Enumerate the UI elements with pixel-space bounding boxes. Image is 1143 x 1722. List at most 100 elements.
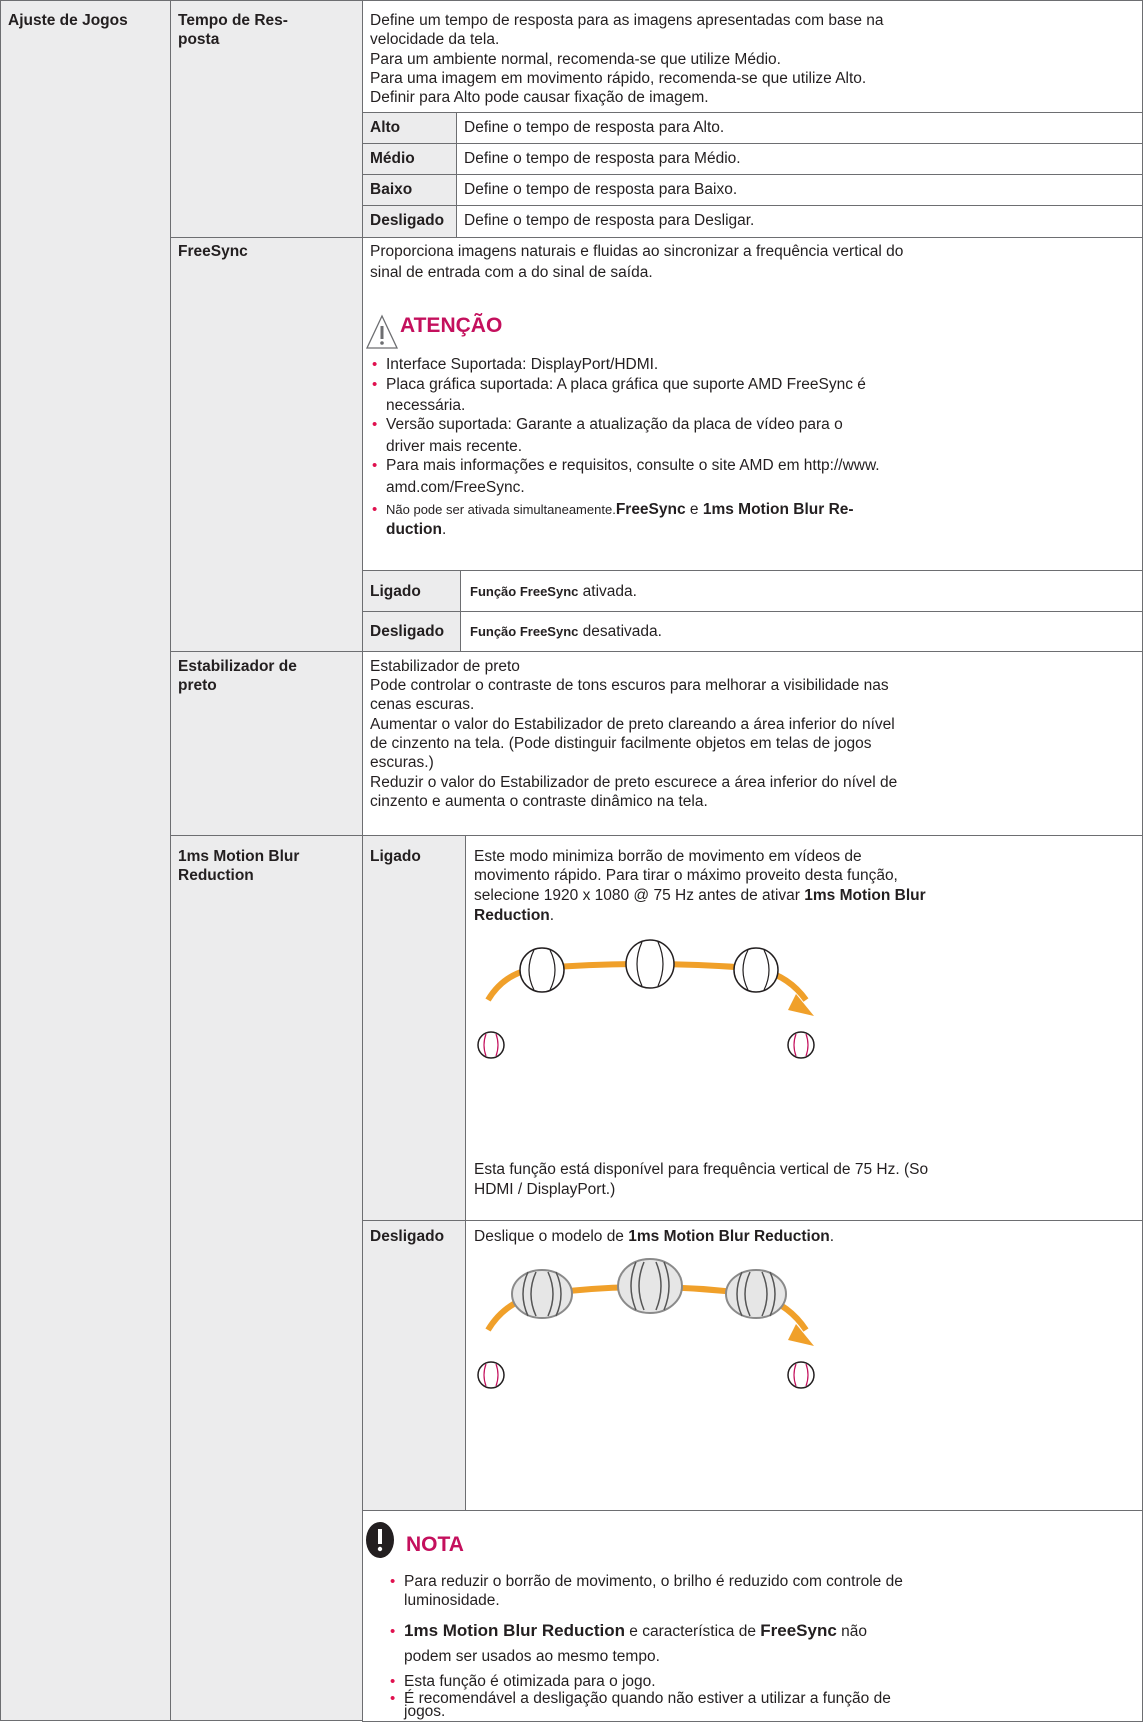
text: selecione 1920 x 1080 @ 75 Hz antes de a… bbox=[474, 887, 805, 904]
bold-text: 1ms Motion Blur Reduction bbox=[628, 1228, 830, 1245]
bold-text: 1ms Motion Blur bbox=[804, 887, 926, 904]
text-line: escuras.) bbox=[370, 754, 434, 771]
caution-icon bbox=[365, 314, 399, 349]
text-line: de cinzento na tela. (Pode distinguir fa… bbox=[370, 735, 872, 752]
bullet: • bbox=[390, 1690, 396, 1707]
text-line: selecione 1920 x 1080 @ 75 Hz antes de a… bbox=[474, 886, 926, 906]
option-text: Função FreeSync ativada. bbox=[470, 582, 637, 602]
option-name: Desligado bbox=[370, 623, 445, 640]
text-line: Proporciona imagens naturais e fluidas a… bbox=[370, 243, 904, 260]
blurred-baseball-illustration bbox=[477, 1258, 815, 1389]
bold-text: duction bbox=[386, 521, 442, 538]
text-line: Placa gráfica suportada: A placa gráfica… bbox=[386, 376, 866, 393]
row-label: FreeSync bbox=[178, 243, 248, 260]
option-name: Desligado bbox=[370, 1228, 445, 1245]
desc-cell bbox=[362, 237, 1143, 571]
text-line: Aumentar o valor do Estabilizador de pre… bbox=[370, 716, 895, 733]
bullet: • bbox=[372, 501, 378, 518]
bold-text: 1ms Motion Blur Re- bbox=[702, 501, 854, 518]
text-line: É recomendável a desligação quando não e… bbox=[404, 1690, 891, 1707]
label-cell bbox=[170, 0, 363, 238]
text-line: Versão suportada: Garante a atualização … bbox=[386, 416, 843, 433]
row-label: preto bbox=[178, 677, 217, 694]
baseball-illustration bbox=[477, 939, 815, 1059]
text-line: Para uma imagem em movimento rápido, rec… bbox=[370, 70, 867, 87]
text-line: movimento rápido. Para tirar o máximo pr… bbox=[474, 867, 898, 884]
text-line: driver mais recente. bbox=[386, 438, 523, 455]
text-line: Para reduzir o borrão de movimento, o br… bbox=[404, 1573, 903, 1590]
bold-text: FreeSync bbox=[615, 501, 686, 518]
text-line: Não pode ser ativada simultaneamente.Fre… bbox=[386, 500, 854, 520]
row-label: Tempo de Res- bbox=[178, 12, 288, 29]
text-line: Esta função é otimizada para o jogo. bbox=[404, 1673, 656, 1690]
bullet: • bbox=[390, 1573, 396, 1590]
text-line: Define um tempo de resposta para as imag… bbox=[370, 12, 884, 29]
text: e bbox=[685, 501, 703, 518]
option-text: Define o tempo de resposta para Alto. bbox=[464, 119, 725, 136]
option-name: Ligado bbox=[370, 848, 421, 865]
text-line: podem ser usados ao mesmo tempo. bbox=[404, 1648, 660, 1665]
option-text: Função FreeSync desativada. bbox=[470, 622, 662, 642]
text-line: necessária. bbox=[386, 397, 466, 414]
caution-title: ATENÇÃO bbox=[400, 314, 503, 337]
option-text: Define o tempo de resposta para Médio. bbox=[464, 150, 741, 167]
text-line: Pode controlar o contraste de tons escur… bbox=[370, 677, 889, 694]
row-label: Estabilizador de bbox=[178, 658, 297, 675]
option-name: Alto bbox=[370, 119, 401, 136]
option-cell bbox=[362, 174, 457, 206]
section-label: Ajuste de Jogos bbox=[8, 12, 128, 29]
bullet: • bbox=[372, 457, 378, 474]
text-line: Interface Suportada: DisplayPort/HDMI. bbox=[386, 356, 659, 373]
text-line: luminosidade. bbox=[404, 1592, 500, 1609]
text-line: Para um ambiente normal, recomenda-se qu… bbox=[370, 51, 781, 68]
text: Deslique o modelo de bbox=[474, 1228, 629, 1245]
bold-text: Reduction bbox=[474, 907, 550, 924]
row-label: Reduction bbox=[178, 867, 254, 884]
text: ativada. bbox=[578, 583, 637, 600]
bullet: • bbox=[372, 356, 378, 373]
text-line: velocidade da tela. bbox=[370, 31, 500, 48]
option-text: Define o tempo de resposta para Desligar… bbox=[464, 212, 755, 229]
text: . bbox=[829, 1228, 835, 1245]
text-line: Estabilizador de preto bbox=[370, 658, 520, 675]
text-line: amd.com/FreeSync. bbox=[386, 479, 525, 496]
text: Não pode ser ativada simultaneamente. bbox=[386, 502, 616, 517]
option-cell bbox=[362, 1220, 466, 1511]
label-cell bbox=[170, 237, 363, 652]
text-line: Deslique o modelo de 1ms Motion Blur Red… bbox=[474, 1227, 834, 1247]
text-line: 1ms Motion Blur Reduction e característi… bbox=[404, 1621, 867, 1642]
label-cell bbox=[170, 651, 363, 836]
bullet: • bbox=[390, 1623, 396, 1640]
text: . bbox=[441, 521, 447, 538]
text-line: Definir para Alto pode causar fixação de… bbox=[370, 89, 709, 106]
text: não bbox=[836, 1623, 867, 1640]
text-line: cenas escuras. bbox=[370, 696, 475, 713]
bold-text: Função FreeSync bbox=[470, 584, 579, 599]
bullet: • bbox=[372, 416, 378, 433]
option-name: Desligado bbox=[370, 212, 445, 229]
text: desativada. bbox=[578, 623, 662, 640]
text-line: jogos. bbox=[404, 1703, 446, 1720]
row-label: posta bbox=[178, 31, 220, 48]
text-line: Reduction. bbox=[474, 906, 554, 926]
section-cell bbox=[0, 0, 171, 1721]
bullet: • bbox=[372, 376, 378, 393]
option-name: Médio bbox=[370, 150, 415, 167]
text: e característica de bbox=[625, 1623, 761, 1640]
text-line: Este modo minimiza borrão de movimento e… bbox=[474, 848, 862, 865]
text: . bbox=[549, 907, 555, 924]
bold-text: Função FreeSync bbox=[470, 624, 579, 639]
bold-text: 1ms Motion Blur Reduction bbox=[404, 1621, 625, 1640]
text-line: Para mais informações e requisitos, cons… bbox=[386, 457, 880, 474]
text-line: sinal de entrada com a do sinal de saída… bbox=[370, 264, 653, 281]
bold-text: FreeSync bbox=[760, 1621, 837, 1640]
note-icon bbox=[366, 1522, 394, 1558]
text-line: Reduzir o valor do Estabilizador de pret… bbox=[370, 774, 898, 791]
text-line: duction. bbox=[386, 520, 446, 540]
bullet: • bbox=[390, 1673, 396, 1690]
option-cell bbox=[362, 835, 466, 1221]
option-name: Baixo bbox=[370, 181, 413, 198]
row-label: 1ms Motion Blur bbox=[178, 848, 300, 865]
